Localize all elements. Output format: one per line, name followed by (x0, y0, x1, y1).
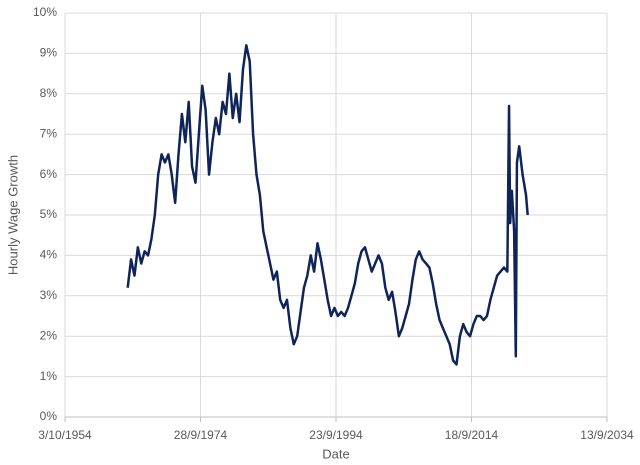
y-tick-label: 4% (40, 248, 58, 262)
y-axis-title: Hourly Wage Growth (5, 155, 20, 275)
y-tick-label: 7% (40, 126, 58, 140)
y-tick-label: 2% (40, 328, 58, 342)
x-tick-label: 3/10/1954 (38, 428, 92, 442)
y-tick-label: 6% (40, 167, 58, 181)
data-line (126, 44, 529, 366)
x-tick-label: 18/9/2014 (445, 428, 499, 442)
x-tick-label: 28/9/1974 (174, 428, 228, 442)
y-tick-label: 3% (40, 288, 58, 302)
y-tick-label: 5% (40, 207, 58, 221)
x-axis-title: Date (322, 446, 349, 461)
y-tick-label: 9% (40, 46, 58, 60)
y-tick-label: 0% (40, 409, 58, 423)
y-tick-label: 1% (40, 369, 58, 383)
y-tick-label: 10% (33, 5, 57, 19)
x-tick-label: 23/9/1994 (309, 428, 363, 442)
y-tick-label: 8% (40, 86, 58, 100)
x-tick-label: 13/9/2034 (580, 428, 634, 442)
